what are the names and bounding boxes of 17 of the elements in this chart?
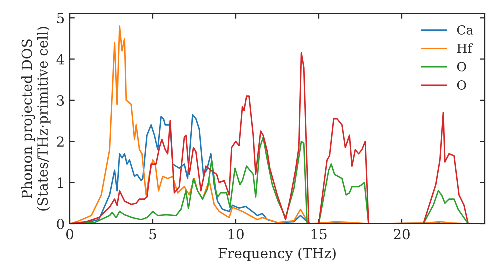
x-tick-label: 20 xyxy=(394,229,410,240)
y-axis-title: Phonon projected DOS (States/THz·primitive cell) xyxy=(22,27,51,211)
x-axis-title: Frequency (THz) xyxy=(218,248,336,262)
x-tick-label: 5 xyxy=(150,229,156,240)
x-tick-label: 0 xyxy=(66,229,74,240)
legend-label: O xyxy=(457,62,466,72)
legend-label: Ca xyxy=(457,25,474,35)
legend-label: O xyxy=(457,80,466,90)
y-tick-label: 5 xyxy=(57,13,64,24)
x-tick-label: 15 xyxy=(312,229,327,240)
y-tick-label: 1 xyxy=(58,178,64,188)
y-tick-label: 4 xyxy=(56,54,64,65)
y-tick-label: 2 xyxy=(57,136,64,147)
x-tick-label: 10 xyxy=(228,229,244,240)
y-tick-label: 3 xyxy=(57,95,64,106)
y-tick-label: 0 xyxy=(57,218,64,230)
legend-label: Hf xyxy=(457,44,474,54)
